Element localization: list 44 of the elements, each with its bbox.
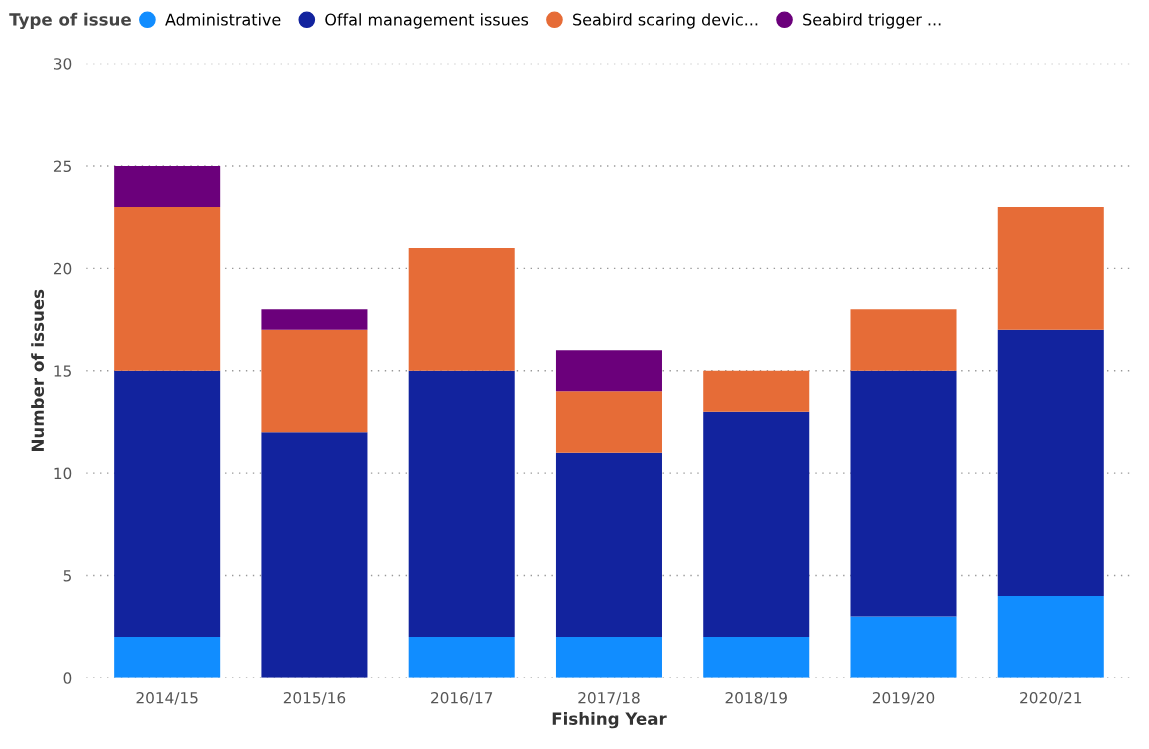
legend-label: Seabird trigger ... <box>803 13 941 29</box>
y-tick-label: 20 <box>53 262 72 275</box>
bar <box>997 329 1104 596</box>
x-tick-label: 2014/15 <box>136 692 198 705</box>
bar <box>408 247 515 371</box>
y-tick-label: 15 <box>54 365 71 377</box>
y-tick-label: 25 <box>53 160 71 173</box>
bar <box>114 636 221 678</box>
bar <box>408 636 515 678</box>
bar <box>555 636 662 678</box>
legend-title: Type of issue <box>9 12 131 30</box>
bar <box>555 350 662 392</box>
legend-label: Administrative <box>165 13 281 26</box>
bar <box>703 411 810 637</box>
bar <box>850 616 957 678</box>
legend-label: Seabird scaring devic... <box>573 13 758 29</box>
y-axis-title: Number of issues <box>31 289 45 452</box>
bar <box>997 206 1104 330</box>
x-tick-label: 2016/17 <box>431 692 493 705</box>
x-axis-title: Fishing Year <box>552 712 667 729</box>
bar <box>114 206 221 371</box>
legend-label: Offal management issues <box>325 13 529 29</box>
bar <box>114 370 221 637</box>
bar <box>261 329 368 433</box>
bar <box>555 452 662 637</box>
y-tick-label: 5 <box>63 570 71 582</box>
y-tick-label: 10 <box>54 467 72 480</box>
bar <box>850 309 957 371</box>
bar <box>261 309 368 330</box>
bar <box>850 370 957 617</box>
bar <box>408 370 515 637</box>
bar <box>703 370 810 412</box>
y-tick-label: 30 <box>54 58 72 70</box>
x-tick-label: 2018/19 <box>725 692 787 705</box>
bar <box>703 636 810 678</box>
x-tick-label: 2017/18 <box>578 692 640 705</box>
bar <box>555 391 662 453</box>
x-tick-label: 2019/20 <box>872 692 935 705</box>
y-tick-label: 0 <box>63 672 72 684</box>
x-tick-label: 2015/16 <box>283 692 346 705</box>
bar <box>997 595 1104 678</box>
bar <box>114 166 221 207</box>
bar <box>261 432 368 678</box>
x-tick-label: 2020/21 <box>1020 692 1082 705</box>
